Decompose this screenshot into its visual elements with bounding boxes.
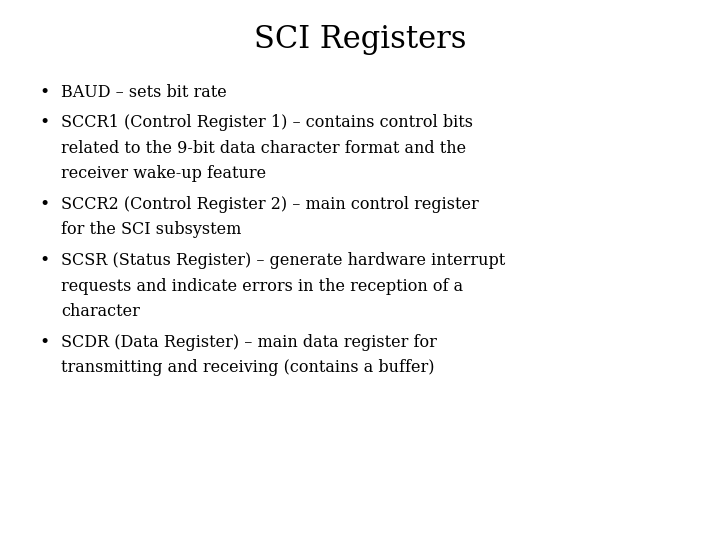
Text: SCCR1 (Control Register 1) – contains control bits: SCCR1 (Control Register 1) – contains co… — [61, 114, 473, 131]
Text: •: • — [40, 114, 50, 131]
Text: •: • — [40, 196, 50, 213]
Text: •: • — [40, 84, 50, 100]
Text: •: • — [40, 334, 50, 350]
Text: transmitting and receiving (contains a buffer): transmitting and receiving (contains a b… — [61, 359, 435, 376]
Text: SCDR (Data Register) – main data register for: SCDR (Data Register) – main data registe… — [61, 334, 437, 350]
Text: SCI Registers: SCI Registers — [253, 24, 467, 55]
Text: receiver wake-up feature: receiver wake-up feature — [61, 165, 266, 182]
Text: requests and indicate errors in the reception of a: requests and indicate errors in the rece… — [61, 278, 464, 294]
Text: •: • — [40, 252, 50, 269]
Text: character: character — [61, 303, 140, 320]
Text: for the SCI subsystem: for the SCI subsystem — [61, 221, 242, 238]
Text: related to the 9-bit data character format and the: related to the 9-bit data character form… — [61, 140, 467, 157]
Text: SCSR (Status Register) – generate hardware interrupt: SCSR (Status Register) – generate hardwa… — [61, 252, 505, 269]
Text: SCCR2 (Control Register 2) – main control register: SCCR2 (Control Register 2) – main contro… — [61, 196, 479, 213]
Text: BAUD – sets bit rate: BAUD – sets bit rate — [61, 84, 227, 100]
